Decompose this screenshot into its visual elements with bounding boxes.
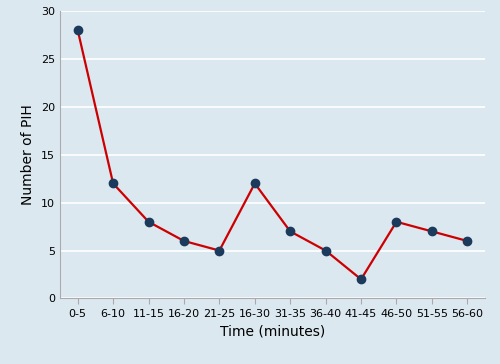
X-axis label: Time (minutes): Time (minutes) — [220, 324, 325, 339]
Y-axis label: Number of PIH: Number of PIH — [22, 104, 36, 205]
